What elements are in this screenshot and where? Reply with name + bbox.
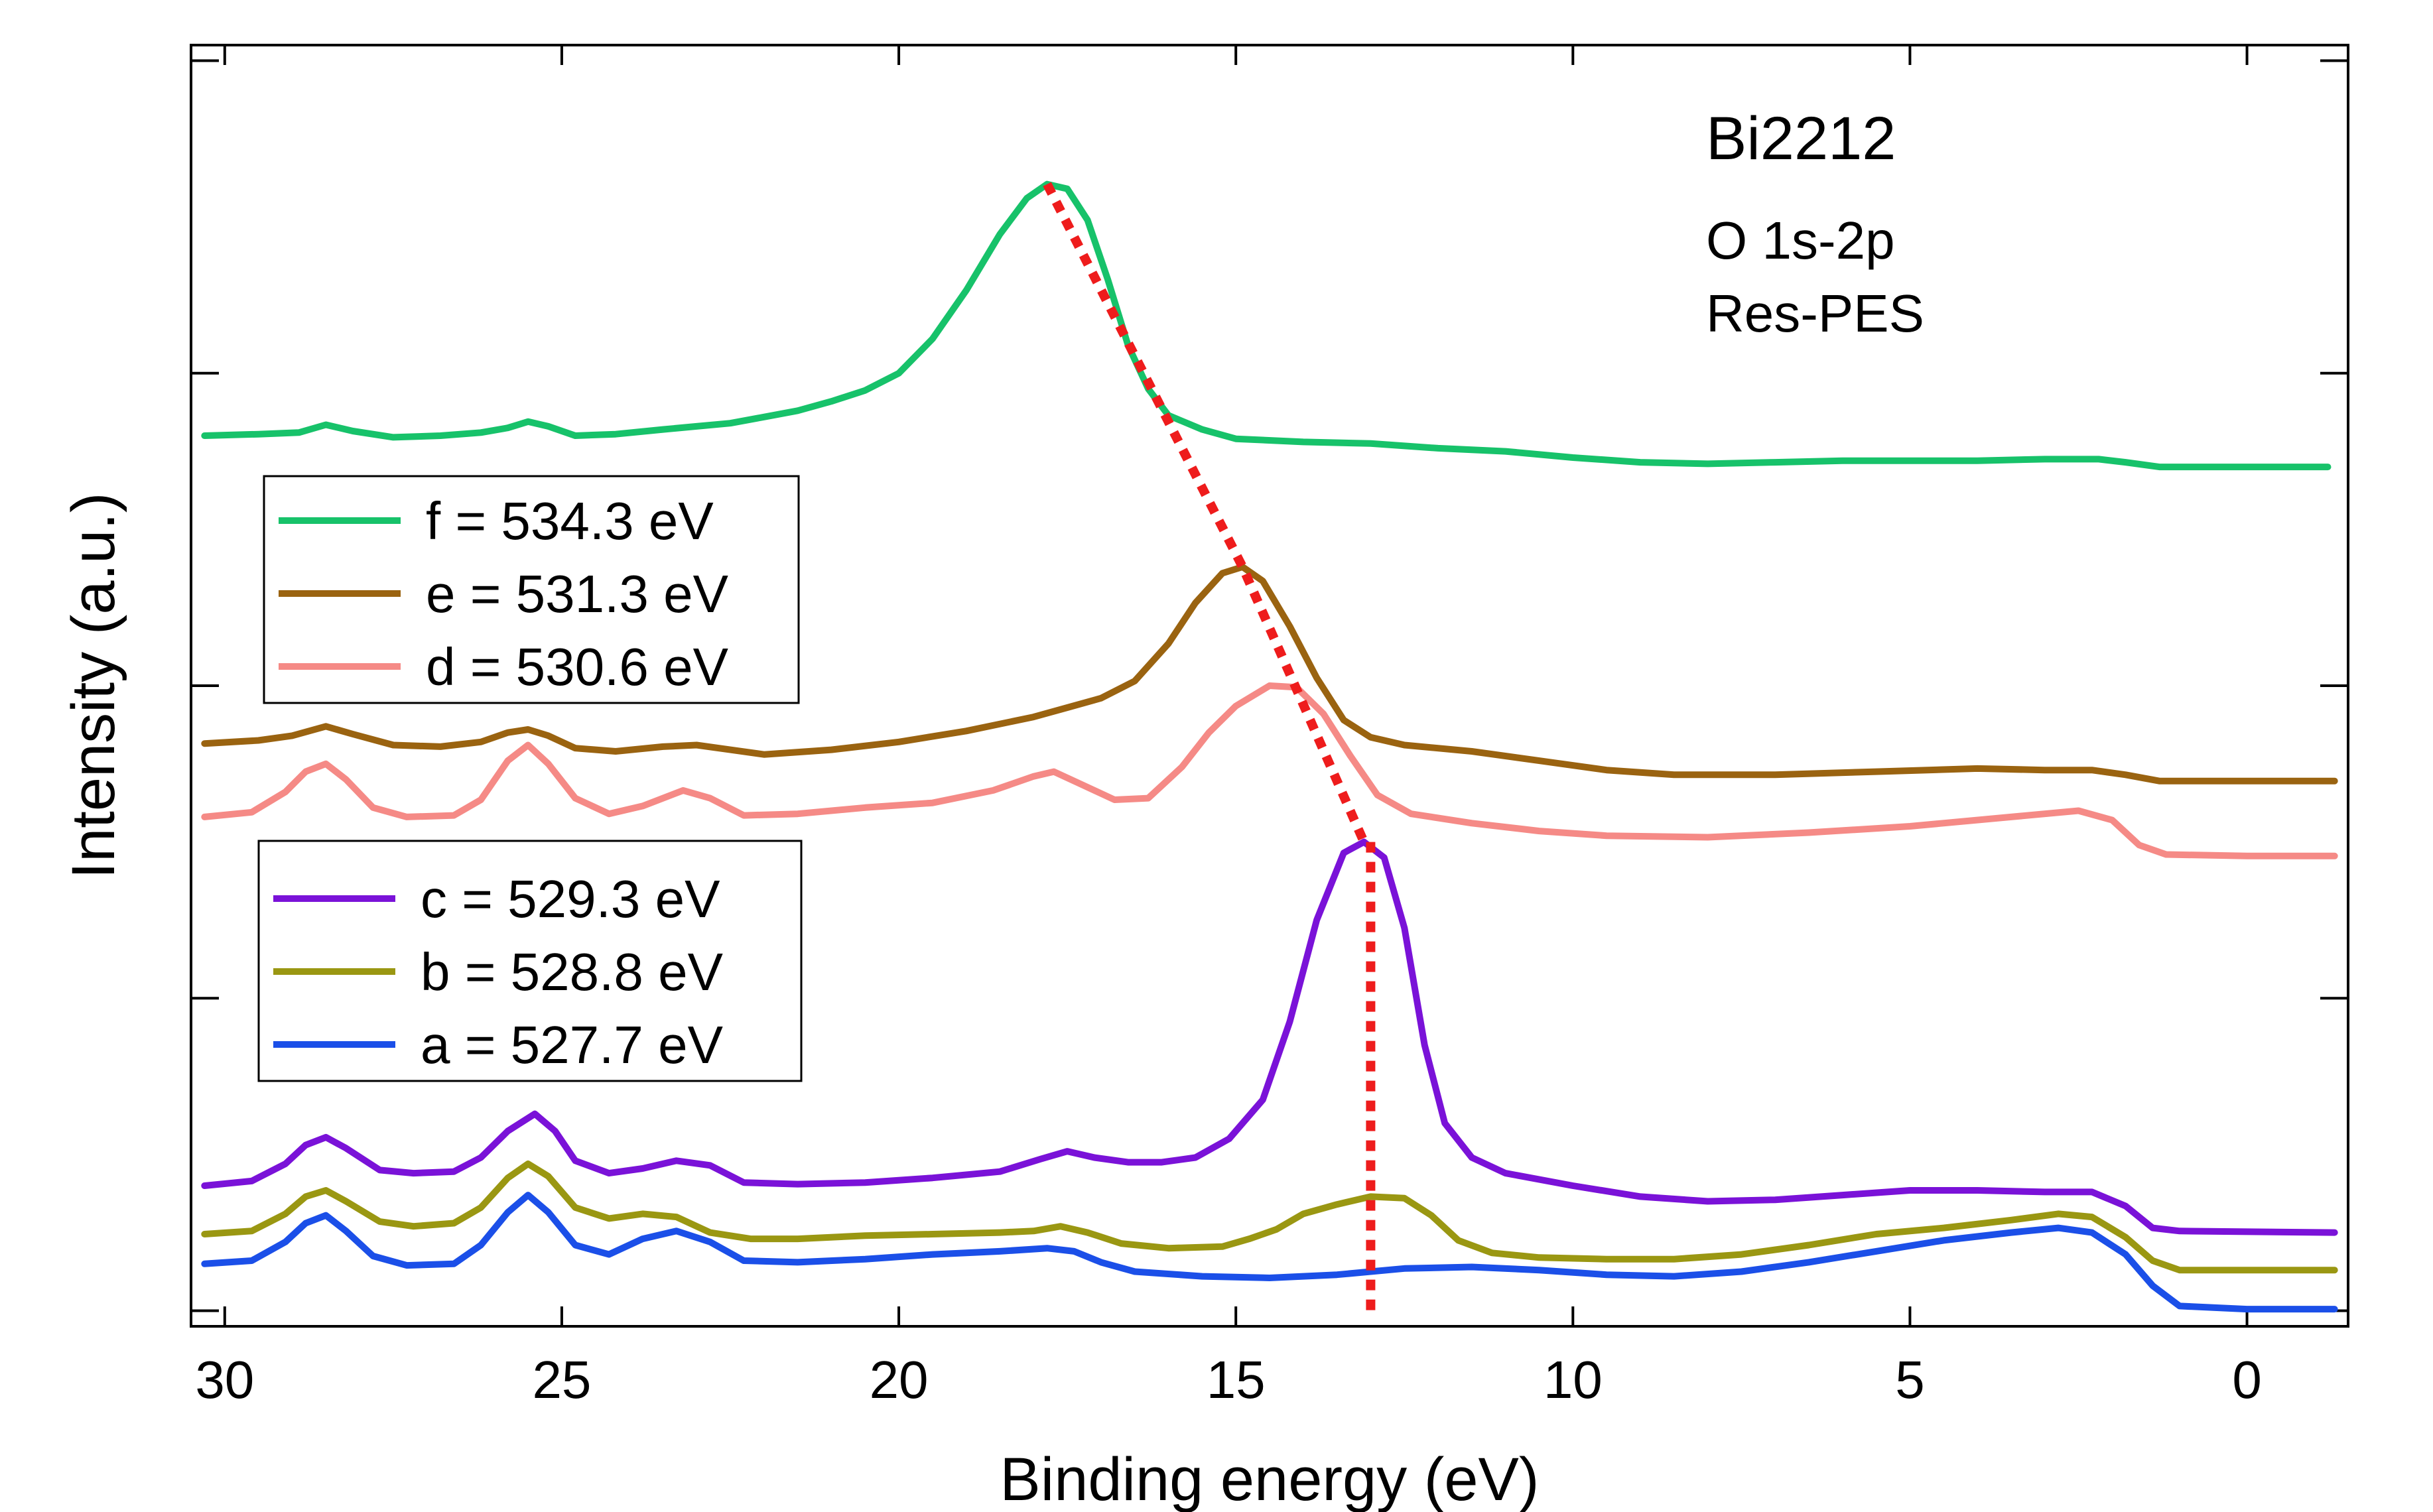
legend-label-d: d = 530.6 eV xyxy=(426,637,729,696)
legend-label-b: b = 528.8 eV xyxy=(421,942,724,1001)
series-line-d xyxy=(201,682,2338,859)
guide-lines xyxy=(1043,182,1376,1311)
x-tick-label: 30 xyxy=(195,1350,254,1409)
legend-label-a: a = 527.7 eV xyxy=(421,1015,724,1074)
x-tick-label: 0 xyxy=(2232,1350,2262,1409)
annotation-edge: O 1s-2p xyxy=(1706,211,1895,270)
series-line-a xyxy=(201,1192,2338,1313)
x-tick-label: 10 xyxy=(1544,1350,1603,1409)
legend-upper: f = 534.3 eV e = 531.3 eV d = 530.6 eV xyxy=(263,475,800,704)
legend-label-e: e = 531.3 eV xyxy=(426,564,729,623)
guide-line-1 xyxy=(1043,182,1368,844)
legend-lower: c = 529.3 eV b = 528.8 eV a = 527.7 eV xyxy=(257,840,803,1082)
y-axis-title: Intensity (a.u.) xyxy=(60,493,127,879)
x-tick-label: 5 xyxy=(1895,1350,1925,1409)
series-line-c xyxy=(201,838,2338,1236)
legend-label-f: f = 534.3 eV xyxy=(426,491,714,550)
x-tick-labels: 30 25 20 15 10 5 0 xyxy=(195,1350,2261,1409)
x-tick-label: 20 xyxy=(870,1350,929,1409)
series-lines xyxy=(201,180,2338,1313)
legend-label-c: c = 529.3 eV xyxy=(421,869,720,928)
legend-lower-box xyxy=(257,840,803,1082)
x-axis-title: Binding energy (eV) xyxy=(1000,1446,1539,1512)
x-tick-label: 15 xyxy=(1207,1350,1266,1409)
annotation-sample: Bi2212 xyxy=(1706,105,1896,172)
x-tick-label: 25 xyxy=(532,1350,591,1409)
series-line-b xyxy=(201,1161,2338,1274)
series-line-e xyxy=(201,563,2338,785)
axis-ticks xyxy=(191,45,2348,1326)
series-line-f xyxy=(201,180,2332,471)
annotation-method: Res-PES xyxy=(1706,284,1924,343)
